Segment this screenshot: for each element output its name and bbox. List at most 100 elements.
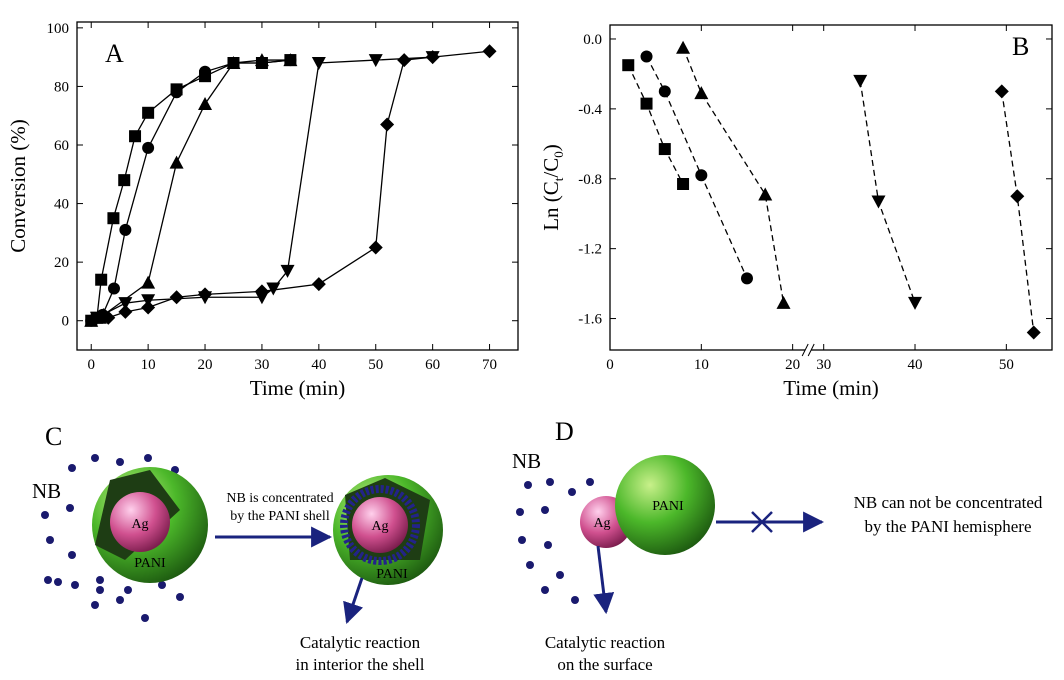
series-line [108, 50, 490, 319]
x-axis-title: Time (min) [783, 376, 878, 400]
data-point [311, 277, 326, 292]
y-axis-title-part: t [551, 177, 566, 181]
x-tick-label: 50 [999, 357, 1014, 373]
shell-label: PANI [652, 499, 684, 514]
caption: on the surface [557, 655, 652, 674]
data-point [107, 212, 120, 225]
panel-c: C NB Ag PANI NB is concentrated by the P… [32, 422, 443, 674]
x-tick-label: 30 [816, 357, 831, 373]
data-point [640, 97, 653, 110]
data-point [658, 143, 671, 156]
y-axis-title-part: /C [539, 158, 563, 178]
data-point [1010, 189, 1025, 204]
caption: in interior the shell [296, 655, 425, 674]
data-point [118, 297, 133, 311]
axis-break-gap [805, 344, 812, 356]
data-point [311, 57, 326, 70]
data-point [695, 169, 708, 182]
data-point [107, 282, 120, 295]
data-point [169, 290, 184, 305]
data-point [658, 85, 671, 98]
data-point [198, 97, 213, 110]
series-line [859, 80, 916, 304]
data-point [95, 273, 108, 286]
data-point [226, 56, 241, 69]
y-tick-label: -0.4 [578, 102, 602, 118]
data-point [142, 106, 155, 119]
arrow [593, 545, 615, 615]
data-point [266, 282, 281, 296]
data-point [199, 65, 212, 78]
plot-frame [609, 24, 1053, 351]
shell-label: PANI [134, 556, 166, 571]
ag-core [352, 497, 408, 553]
x-tick-label: 20 [785, 357, 800, 373]
y-tick-label: 0.0 [583, 32, 602, 48]
x-tick-label: 40 [311, 357, 326, 373]
x-tick-label: 0 [606, 357, 614, 373]
data-point [694, 86, 709, 100]
data-point [283, 53, 298, 67]
adsorbed-nb [340, 485, 420, 565]
data-point [776, 295, 791, 309]
series-line [90, 59, 291, 322]
x-axis-title: Time (min) [250, 376, 345, 400]
y-tick-label: 20 [54, 255, 69, 271]
data-point [425, 50, 440, 65]
panel-label: A [105, 39, 124, 68]
data-point [368, 54, 383, 68]
reactant-label: NB [32, 479, 61, 503]
core-label: Ag [593, 516, 610, 531]
arrow-text: NB is concentrated [226, 491, 333, 506]
axis-break [807, 343, 815, 357]
x-tick-label: 50 [368, 357, 383, 373]
y-tick-label: 80 [54, 79, 69, 95]
core-label: Ag [131, 517, 148, 532]
data-point [141, 275, 156, 289]
data-point [170, 86, 183, 99]
y-axis-title-part: 0 [551, 151, 566, 158]
plot-frame [76, 21, 519, 351]
nb-molecules [41, 454, 184, 622]
x-tick-label: 20 [198, 357, 213, 373]
data-point [118, 304, 133, 319]
reactant-label: NB [512, 449, 541, 473]
data-point [758, 187, 773, 201]
data-point [118, 174, 131, 187]
data-point [994, 84, 1009, 99]
panel-label: C [45, 422, 62, 451]
arrow-text: by the PANI shell [230, 509, 330, 524]
data-point [254, 53, 269, 67]
core-label: Ag [371, 519, 388, 534]
data-point [1026, 325, 1041, 340]
data-point [169, 155, 184, 169]
blocked-mark [751, 511, 773, 533]
x-tick-label: 70 [482, 357, 497, 373]
y-tick-label: 0 [62, 314, 70, 330]
x-tick-label: 0 [87, 357, 95, 373]
y-tick-label: -1.2 [578, 242, 602, 258]
y-tick-label: -0.8 [578, 172, 602, 188]
data-point [640, 50, 653, 63]
data-point [740, 272, 753, 285]
x-tick-label: 30 [254, 357, 269, 373]
arrow [343, 577, 364, 624]
data-point [380, 117, 395, 132]
y-tick-label: 60 [54, 138, 69, 154]
data-point [677, 178, 690, 191]
series-line [1001, 91, 1035, 333]
series-line [682, 47, 785, 303]
shell-label: PANI [376, 567, 408, 582]
data-point [129, 130, 142, 143]
data-point [198, 287, 213, 302]
data-point [101, 310, 116, 325]
y-tick-label: -1.6 [578, 312, 602, 328]
series-line [627, 64, 684, 185]
panel-label: D [555, 417, 574, 446]
y-axis-title-part: Ln (C [539, 181, 563, 231]
panel-d: D NB Ag PANI NB can not be concentrated … [512, 417, 1043, 674]
y-axis-title: Ln (Ct/C0) [539, 144, 566, 231]
series-line [645, 56, 748, 279]
ag-core [110, 492, 170, 552]
